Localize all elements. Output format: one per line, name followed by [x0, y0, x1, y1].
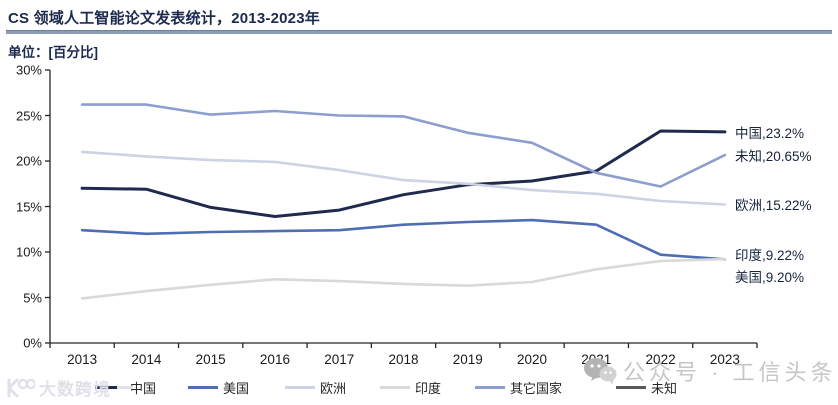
legend-marker: [188, 385, 218, 389]
legend-marker: [95, 385, 125, 389]
series-end-label: 中国,23.2%: [735, 125, 805, 141]
x-tick-label: 2017: [324, 352, 355, 367]
legend-label: 未知: [651, 380, 678, 396]
series-end-label: 未知,20.65%: [735, 149, 812, 165]
dashukuajing-logo-icon: [7, 378, 35, 397]
x-tick-label: 2014: [131, 352, 162, 367]
legend-item-印度: 印度: [380, 380, 442, 396]
y-tick-label: 0%: [23, 335, 42, 351]
brand-text: 大数跨境: [39, 380, 111, 399]
series-line-欧洲: [80, 150, 727, 206]
x-tick-label: 2020: [517, 352, 548, 367]
x-tick-label: 2018: [388, 352, 419, 367]
x-tick-label: 2023: [709, 352, 740, 367]
x-tick-label: 2019: [452, 352, 483, 367]
x-tick-label: 2021: [581, 352, 612, 367]
legend-item-未知: 未知: [616, 380, 678, 396]
legend-label: 其它国家: [510, 380, 563, 396]
legend-label: 美国: [223, 380, 250, 396]
legend-label: 印度: [415, 380, 442, 396]
chart-title: CS 领域人工智能论文发表统计，2013-2023年: [8, 10, 320, 27]
series-line-其它国家: [80, 103, 727, 188]
x-tick-label: 2022: [645, 352, 676, 367]
x-tick-label: 2016: [259, 352, 290, 367]
y-tick-label: 20%: [15, 153, 42, 169]
series-end-label: 美国,9.20%: [735, 270, 805, 286]
legend-label: 中国: [130, 380, 157, 396]
legend-item-美国: 美国: [188, 380, 250, 396]
series-line-中国: [80, 129, 727, 218]
x-tick-label: 2013: [67, 352, 98, 367]
title-underline: [6, 30, 832, 34]
legend-item-欧洲: 欧洲: [285, 380, 347, 396]
x-tick-label: 2015: [195, 352, 226, 367]
unit-label: 单位：[百分比]: [8, 45, 98, 60]
legend-marker: [285, 385, 315, 389]
axes: [49, 70, 757, 344]
legend-label: 欧洲: [320, 380, 347, 396]
series-end-label: 欧洲,15.22%: [735, 198, 812, 214]
legend-item-其它国家: 其它国家: [475, 380, 563, 396]
y-tick-label: 30%: [15, 62, 42, 78]
y-tick-label: 10%: [15, 244, 42, 260]
brand-dash: [117, 386, 133, 389]
legend-marker: [616, 385, 646, 389]
y-tick-label: 5%: [23, 290, 42, 305]
y-tick-label: 25%: [15, 108, 42, 123]
legend-marker: [380, 385, 410, 389]
series-end-label: 印度,9.22%: [735, 248, 805, 264]
legend-item-中国: 中国: [95, 380, 157, 396]
series-line-美国: [80, 218, 727, 261]
legend-marker: [475, 385, 505, 389]
y-tick-label: 15%: [15, 199, 42, 214]
series-line-印度: [80, 257, 727, 300]
dashukuajing-watermark: 大数跨境: [5, 375, 133, 400]
